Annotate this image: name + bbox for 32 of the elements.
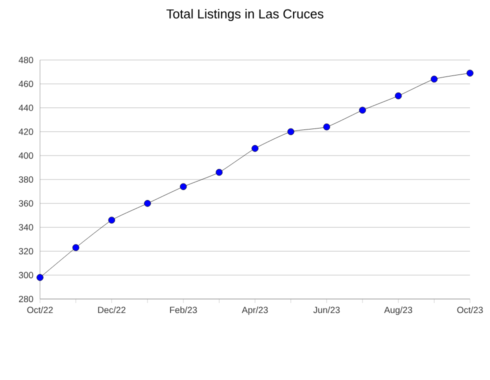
x-tick-label: Oct/23 xyxy=(457,306,483,314)
y-tick-label: 340 xyxy=(18,224,34,230)
x-tick-label: Dec/22 xyxy=(98,306,126,314)
x-tick-label: Aug/23 xyxy=(384,306,412,315)
y-tick-label: 460 xyxy=(18,80,34,88)
y-tick-label: 480 xyxy=(18,56,34,64)
point xyxy=(36,274,44,281)
chart-title: Total Listings in Las Cruces xyxy=(166,8,324,22)
x-tick-label: Feb/23 xyxy=(170,306,197,314)
x-tick-label: Apr/23 xyxy=(242,306,268,315)
y-tick-label: 400 xyxy=(18,152,34,159)
y-tick-label: 360 xyxy=(18,200,34,207)
y-tick-label: 320 xyxy=(18,248,34,254)
point xyxy=(108,216,116,224)
point xyxy=(287,128,294,136)
y-tick-label: 300 xyxy=(18,272,34,278)
y-tick-label: 380 xyxy=(18,176,34,183)
point xyxy=(359,106,366,114)
point xyxy=(216,168,223,176)
point xyxy=(466,70,474,77)
y-tick-label: 420 xyxy=(18,128,34,135)
point xyxy=(430,76,438,83)
point xyxy=(180,183,187,190)
point xyxy=(394,92,402,100)
point xyxy=(323,124,330,130)
point xyxy=(72,244,80,251)
x-tick-label: Jun/23 xyxy=(313,306,340,314)
y-tick-label: 440 xyxy=(18,104,34,111)
x-tick-label: Oct/22 xyxy=(27,306,53,314)
point xyxy=(252,145,258,152)
y-tick-label: 280 xyxy=(18,296,34,302)
point xyxy=(144,200,151,207)
